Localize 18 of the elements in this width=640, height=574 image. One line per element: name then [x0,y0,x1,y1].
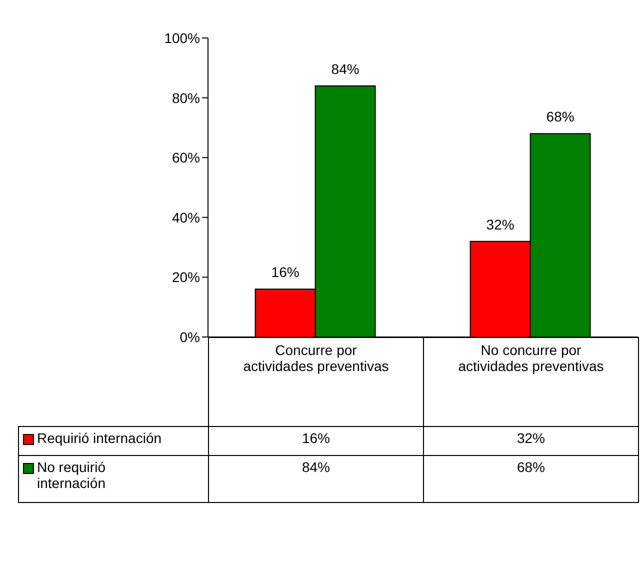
text: 32% [486,216,514,232]
data-label: 84% [208,455,424,503]
text: 16% [271,264,300,280]
y-tick-label: 0% [180,328,200,345]
data-label: 68% [423,455,639,503]
text: 68% [546,108,574,125]
y-tick-label: 40% [172,209,200,226]
y-tick-label: 20% [172,269,200,286]
data-label: 32% [423,426,639,456]
legend-label: Requirió internación [37,430,163,446]
y-tick-label: 80% [172,90,200,106]
y-tick-label: 100% [164,30,200,46]
y-tick-label: 60% [172,150,200,166]
data-label: 16% [208,426,424,456]
text: 84% [331,60,360,77]
x-tick-label: No concurre por actividades preventivas [423,337,639,427]
x-tick-label: Concurre por actividades preventivas [208,337,424,427]
legend-label: No requirió internación [37,459,106,491]
